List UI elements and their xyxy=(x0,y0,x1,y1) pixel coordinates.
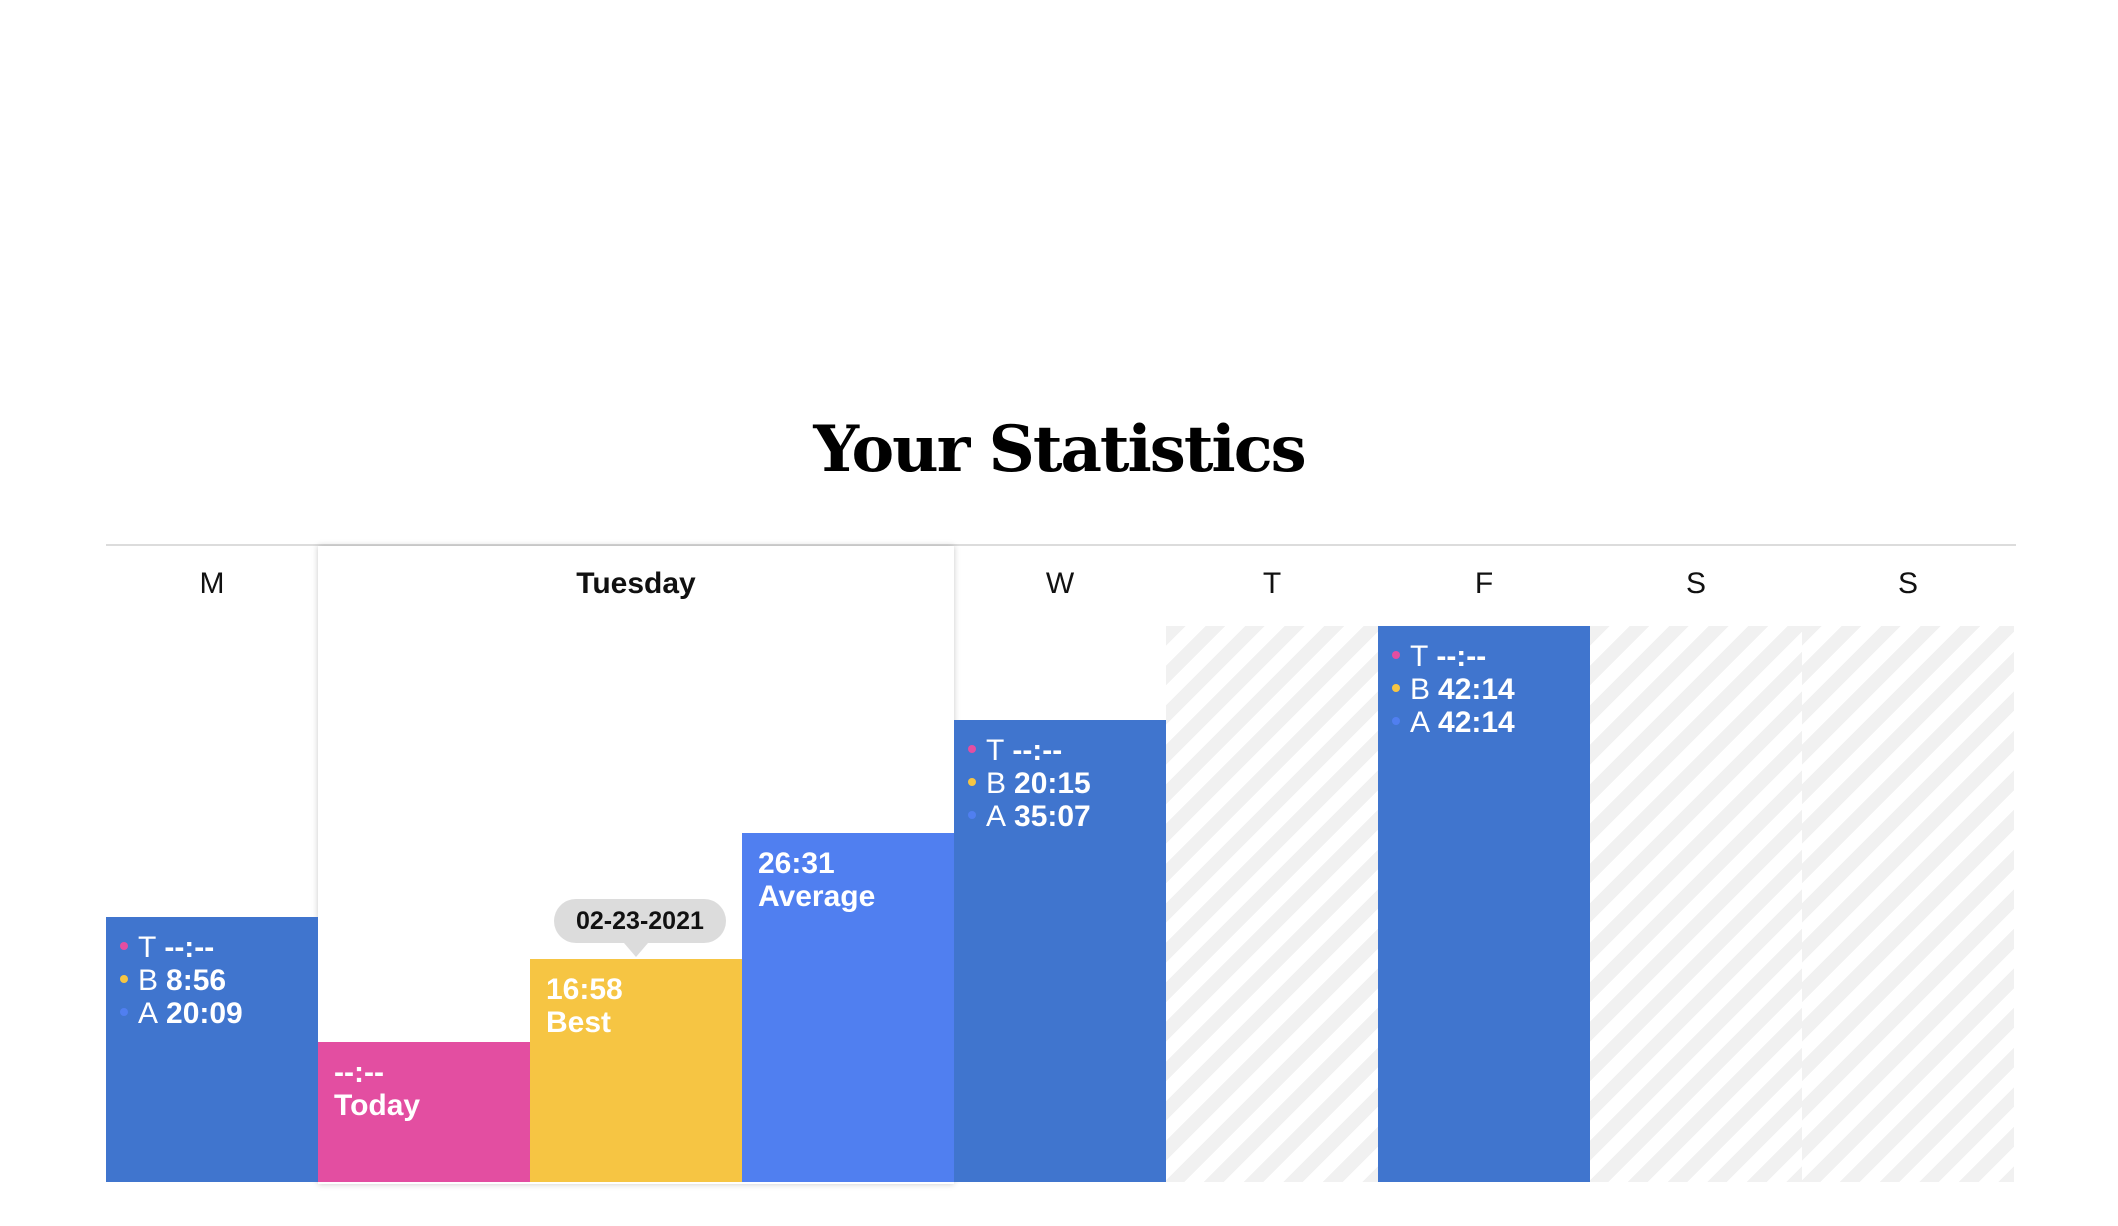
stat-row-b: B 8:56 xyxy=(120,964,243,997)
stat-dot-t xyxy=(968,744,976,753)
stat-key-a: A xyxy=(986,799,1007,833)
stat-key-a: A xyxy=(1410,706,1431,739)
day-bar-0[interactable]: T --:-- B 8:56 A 20:09 xyxy=(106,916,318,1182)
bar-time-average: 26:31 xyxy=(758,846,835,880)
stat-dot-a xyxy=(968,810,976,819)
tooltip-pointer xyxy=(624,942,648,957)
bar-name-today: Today xyxy=(334,1088,421,1122)
bar-time-today: --:-- xyxy=(334,1055,384,1089)
bar-time-best: 16:58 xyxy=(546,972,623,1006)
stat-key-b: B xyxy=(1410,673,1431,706)
stat-row-b: B 42:14 xyxy=(1392,673,1515,706)
stat-value-t: --:-- xyxy=(1012,733,1063,767)
stat-dot-t xyxy=(1392,651,1400,660)
stat-row-t: T --:-- xyxy=(120,931,243,964)
day-label-m-0[interactable]: M xyxy=(199,567,225,600)
day-label-s-6[interactable]: S xyxy=(1897,567,1918,600)
day-bar-2[interactable]: T --:-- B 20:15 A 35:07 xyxy=(954,719,1166,1182)
best-date-tooltip: 02-23-2021 xyxy=(554,898,726,943)
stat-dot-t xyxy=(120,941,128,950)
stat-value-a: 35:07 xyxy=(1014,799,1091,833)
stat-key-b: B xyxy=(986,766,1007,800)
stat-dot-a xyxy=(120,1007,128,1016)
day-label-f-4[interactable]: F xyxy=(1474,567,1494,600)
stat-value-b: 20:15 xyxy=(1014,766,1091,800)
empty-day-hatch-5 xyxy=(1590,626,1802,1182)
stat-dot-b xyxy=(968,777,976,786)
bar-label-today: --:-- Today xyxy=(334,1056,420,1122)
stat-value-t: --:-- xyxy=(1436,640,1487,673)
stat-key-t: T xyxy=(1410,640,1429,673)
stat-value-t: --:-- xyxy=(164,930,215,964)
empty-day-hatch-3 xyxy=(1166,626,1378,1182)
bar-today[interactable]: --:-- Today xyxy=(318,1041,530,1182)
stat-value-a: 42:14 xyxy=(1438,706,1515,739)
stat-value-b: 8:56 xyxy=(166,963,227,997)
page-title: Your Statistics xyxy=(813,412,1306,487)
stat-dot-b xyxy=(120,974,128,983)
bar-label-best: 16:58 Best xyxy=(546,973,623,1039)
stat-key-b: B xyxy=(138,963,159,997)
day-label-t-3[interactable]: T xyxy=(1262,567,1282,600)
bar-label-average: 26:31 Average xyxy=(758,847,875,913)
bar-best[interactable]: 16:58 Best xyxy=(530,958,742,1182)
stat-key-t: T xyxy=(986,733,1005,767)
stat-value-a: 20:09 xyxy=(166,996,243,1030)
stat-key-t: T xyxy=(138,930,157,964)
bar-name-best: Best xyxy=(546,1005,612,1039)
stat-row-a: A 20:09 xyxy=(120,997,243,1030)
stat-dot-a xyxy=(1392,717,1400,726)
bar-name-average: Average xyxy=(758,879,876,913)
day-label-s-5[interactable]: S xyxy=(1685,567,1706,600)
empty-day-hatch-6 xyxy=(1802,626,2014,1182)
day-stats-4: T --:-- B 42:14 A 42:14 xyxy=(1392,640,1515,739)
day-label-w-2[interactable]: W xyxy=(1045,567,1075,600)
day-label-tuesday[interactable]: Tuesday xyxy=(576,567,696,600)
stat-row-a: A 42:14 xyxy=(1392,706,1515,739)
stat-dot-b xyxy=(1392,684,1400,693)
chart-top-rule xyxy=(106,544,2016,546)
stat-row-b: B 20:15 xyxy=(968,767,1091,800)
day-bar-4[interactable]: T --:-- B 42:14 A 42:14 xyxy=(1378,626,1590,1182)
stat-row-a: A 35:07 xyxy=(968,800,1091,833)
stat-row-t: T --:-- xyxy=(968,734,1091,767)
stat-row-t: T --:-- xyxy=(1392,640,1515,673)
statistics-chart: M T --:-- B 8:56 A 20:09 Tuesday --:-- Today 16:58… xyxy=(106,544,2016,1184)
stat-key-a: A xyxy=(138,996,159,1030)
bar-average[interactable]: 26:31 Average xyxy=(742,832,954,1182)
day-stats-2: T --:-- B 20:15 A 35:07 xyxy=(968,734,1091,833)
day-stats-0: T --:-- B 8:56 A 20:09 xyxy=(120,931,243,1030)
stat-value-b: 42:14 xyxy=(1438,673,1515,706)
